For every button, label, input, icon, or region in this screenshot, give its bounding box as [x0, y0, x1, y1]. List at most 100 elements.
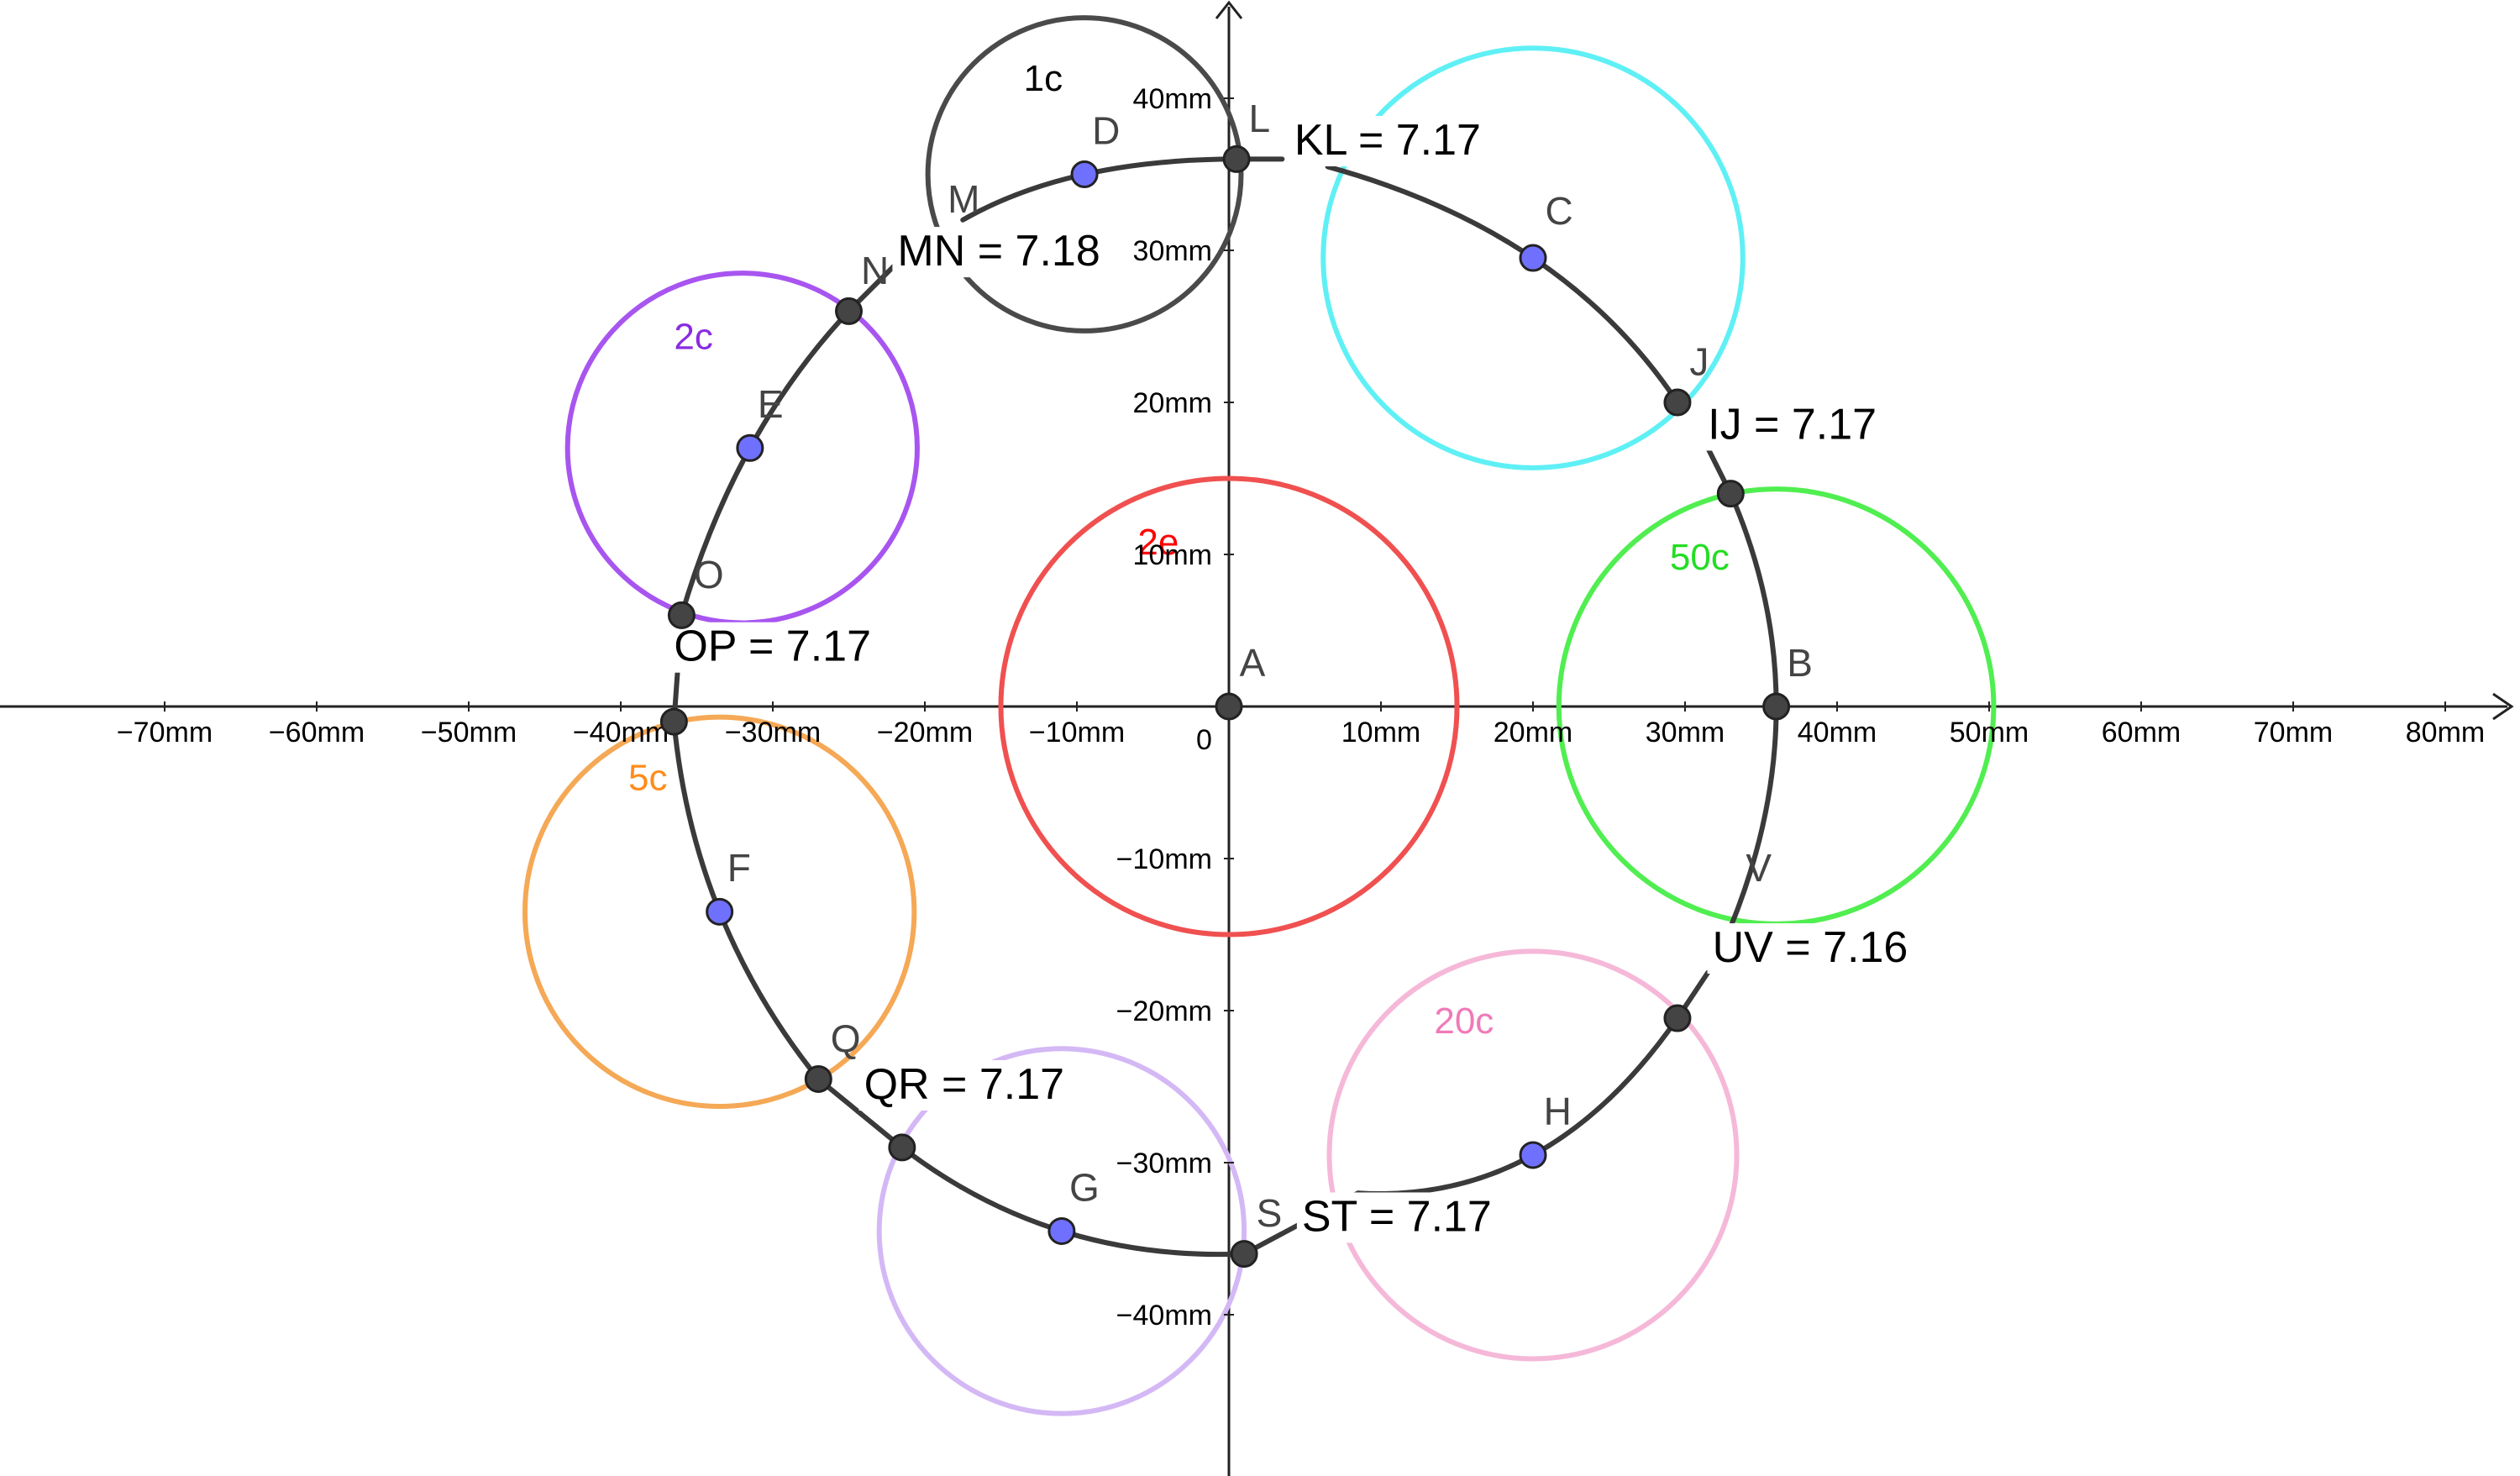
- circle-label-2e: 2e: [1137, 522, 1179, 563]
- measurement-st: ST = 7.17: [1296, 1192, 1501, 1243]
- y-tick-label: 10mm: [1133, 539, 1212, 571]
- x-tick-label: 10mm: [1341, 717, 1420, 749]
- point-c[interactable]: [1519, 244, 1547, 272]
- measurement-kl: KL = 7.17: [1289, 115, 1494, 166]
- x-tick-label: 80mm: [2406, 717, 2485, 749]
- point-q[interactable]: [804, 1064, 832, 1093]
- measurement-op: OP = 7.17: [669, 622, 874, 673]
- circle-label-50c: 50c: [1670, 537, 1730, 578]
- point-unlabeled[interactable]: [659, 707, 688, 736]
- point-b[interactable]: [1762, 692, 1791, 721]
- x-tick-label: 50mm: [1950, 717, 2029, 749]
- point-j[interactable]: [1663, 388, 1692, 417]
- arc-P-F-Q: [671, 719, 822, 1082]
- x-tick-label: −40mm: [573, 717, 669, 749]
- point-a[interactable]: [1215, 692, 1243, 721]
- x-tick-label: 40mm: [1798, 717, 1877, 749]
- point-o[interactable]: [667, 601, 696, 629]
- axis-ticks: −70mm −60mm −50mm −40mm −30mm −20mm −10mm 10mm 2…: [117, 83, 2485, 1332]
- measurement-background: [1289, 115, 1494, 166]
- circle-10c-b: [876, 1046, 1247, 1416]
- point-unlabeled[interactable]: [888, 1133, 916, 1162]
- measurement-labels: KL = 7.17 MN = 7.18 IJ = 7.17 OP = 7.17 QR =…: [669, 115, 1912, 1243]
- y-tick-label: 20mm: [1133, 387, 1212, 419]
- point-g[interactable]: [1047, 1216, 1076, 1245]
- measurement-text: OP = 7.17: [674, 622, 871, 671]
- y-tick-label: 30mm: [1133, 235, 1212, 267]
- arc-J-C-K: [1325, 164, 1680, 405]
- circle-label-2c: 2c: [674, 317, 712, 358]
- point-label-d: D: [1092, 108, 1120, 152]
- point-label-h: H: [1544, 1090, 1572, 1133]
- points: A B C D E F G H J L N O Q S M V: [659, 97, 1813, 1269]
- x-axis-arrow-icon: [2492, 692, 2514, 721]
- point-f[interactable]: [706, 897, 734, 926]
- point-label-s: S: [1257, 1191, 1283, 1235]
- measurement-background: [858, 1059, 1063, 1111]
- seg-Q-R: [816, 1076, 905, 1150]
- point-label-j: J: [1689, 339, 1709, 383]
- point-n[interactable]: [835, 297, 863, 325]
- x-tick-label: −20mm: [877, 717, 973, 749]
- point-label-c: C: [1545, 189, 1572, 233]
- x-tick-label: 30mm: [1646, 717, 1725, 749]
- coin-circles: 2e 1c 2c 50c 5c 20c: [522, 15, 1997, 1416]
- point-label-v: V: [1746, 846, 1772, 890]
- measurement-background: [1296, 1192, 1501, 1243]
- point-h[interactable]: [1519, 1141, 1547, 1169]
- y-tick-label: −10mm: [1116, 843, 1212, 875]
- x-tick-label: −50mm: [421, 717, 517, 749]
- measurement-mn: MN = 7.18: [892, 227, 1100, 278]
- measurement-text: KL = 7.17: [1294, 116, 1481, 165]
- point-label-g: G: [1069, 1165, 1100, 1209]
- point-label-f: F: [727, 846, 751, 890]
- y-tick-label: −40mm: [1116, 1300, 1212, 1332]
- x-tick-label: −70mm: [117, 717, 213, 749]
- point-d[interactable]: [1070, 160, 1099, 188]
- x-tick-label: −60mm: [269, 717, 365, 749]
- circle-label-1c: 1c: [1024, 58, 1063, 99]
- measurement-qr: QR = 7.17: [858, 1059, 1064, 1111]
- y-tick-label: −20mm: [1116, 995, 1212, 1027]
- point-unlabeled[interactable]: [1663, 1004, 1692, 1032]
- circle-2e: [998, 475, 1460, 938]
- y-axis-arrow-icon: [1215, 0, 1243, 19]
- arc-L-D-M: [960, 156, 1240, 223]
- circle-10c: [1320, 45, 1746, 470]
- point-l[interactable]: [1222, 144, 1251, 173]
- point-e[interactable]: [736, 433, 764, 462]
- measurement-text: IJ = 7.17: [1708, 400, 1877, 449]
- point-label-o: O: [694, 553, 724, 596]
- x-tick-label: 70mm: [2254, 717, 2333, 749]
- point-unlabeled[interactable]: [1716, 480, 1745, 508]
- y-tick-label: 40mm: [1133, 83, 1212, 115]
- measurement-text: QR = 7.17: [864, 1060, 1064, 1109]
- point-label-b: B: [1787, 641, 1813, 685]
- x-tick-label: −10mm: [1029, 717, 1125, 749]
- circle-20c: [1326, 948, 1740, 1362]
- x-tick-label: 60mm: [2102, 717, 2181, 749]
- x-tick-label: 20mm: [1494, 717, 1572, 749]
- measurement-uv: UV = 7.16: [1707, 923, 1912, 974]
- measurement-background: [892, 227, 1097, 278]
- point-label-n: N: [861, 249, 889, 292]
- measurement-text: ST = 7.17: [1302, 1192, 1492, 1241]
- point-label-e: E: [758, 382, 784, 426]
- measurement-ij: IJ = 7.17: [1703, 400, 1908, 451]
- measurement-text: UV = 7.16: [1713, 923, 1908, 972]
- measurement-background: [1707, 923, 1912, 974]
- point-label-q: Q: [831, 1016, 861, 1060]
- arc-T-H-U: [1355, 1016, 1680, 1196]
- measurement-background: [669, 622, 874, 673]
- circle-5c: [522, 714, 917, 1110]
- y-tick-label: −30mm: [1116, 1148, 1212, 1179]
- origin-label: 0: [1196, 724, 1212, 756]
- circle-label-20c: 20c: [1434, 1001, 1494, 1042]
- circle-1c: [925, 15, 1244, 334]
- point-s[interactable]: [1230, 1240, 1258, 1269]
- point-label-l: L: [1249, 97, 1271, 140]
- point-label-a: A: [1240, 641, 1266, 685]
- x-tick-label: −30mm: [725, 717, 821, 749]
